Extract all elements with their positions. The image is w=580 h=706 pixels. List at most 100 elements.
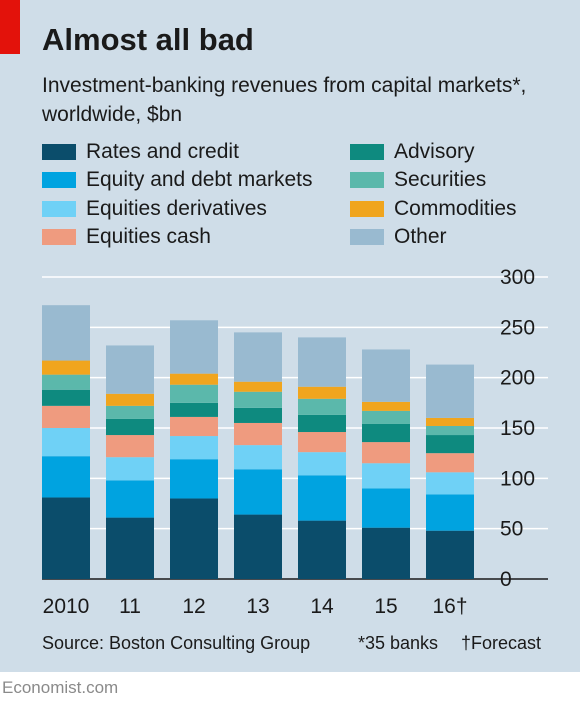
legend-item-advisory: Advisory bbox=[350, 139, 475, 165]
bar-segment-commodities bbox=[42, 360, 90, 375]
legend-swatch bbox=[350, 172, 384, 188]
bar-segment-securities bbox=[298, 398, 346, 415]
bar-segment-commodities bbox=[234, 381, 282, 392]
bar-segment-equity-and-debt-markets bbox=[426, 494, 474, 531]
x-tick-label: 2010 bbox=[43, 595, 90, 618]
bar-segment-advisory bbox=[298, 414, 346, 433]
legend-item-securities: Securities bbox=[350, 167, 486, 193]
bar-segment-advisory bbox=[170, 402, 218, 417]
bar-segment-equities-cash bbox=[426, 453, 474, 473]
bar-segment-other bbox=[362, 349, 410, 402]
legend-item-equities-derivatives: Equities derivatives bbox=[42, 196, 267, 222]
bar-segment-commodities bbox=[362, 401, 410, 411]
bar-segment-commodities bbox=[298, 386, 346, 399]
x-tick-label: 14 bbox=[310, 595, 334, 618]
bar-segment-equities-derivatives bbox=[170, 436, 218, 460]
bar-segment-other bbox=[426, 364, 474, 418]
bar-segment-equities-derivatives bbox=[106, 457, 154, 481]
legend-label: Securities bbox=[394, 168, 487, 191]
bar-segment-securities bbox=[170, 384, 218, 403]
legend-swatch bbox=[350, 144, 384, 160]
bar-segment-advisory bbox=[234, 407, 282, 423]
bar-segment-other bbox=[106, 345, 154, 394]
legend-label: Equities cash bbox=[86, 225, 211, 248]
legend-swatch bbox=[42, 201, 76, 217]
bar-segment-equity-and-debt-markets bbox=[170, 459, 218, 499]
bar-segment-rates-and-credit bbox=[42, 497, 90, 579]
bar-segment-rates-and-credit bbox=[298, 520, 346, 579]
bar-segment-rates-and-credit bbox=[234, 514, 282, 579]
legend-item-rates-and-credit: Rates and credit bbox=[42, 139, 239, 165]
legend-swatch bbox=[350, 201, 384, 217]
bar-segment-advisory bbox=[426, 435, 474, 454]
bar-segment-rates-and-credit bbox=[170, 498, 218, 579]
bar-segment-securities bbox=[42, 374, 90, 390]
legend-swatch bbox=[42, 144, 76, 160]
bar-segment-equities-derivatives bbox=[298, 452, 346, 476]
bar-segment-equity-and-debt-markets bbox=[42, 456, 90, 498]
bar-segment-equity-and-debt-markets bbox=[234, 469, 282, 515]
chart-panel bbox=[0, 0, 580, 672]
y-tick-label: 200 bbox=[500, 367, 535, 390]
legend-label: Advisory bbox=[394, 140, 475, 163]
source-note: Source: Boston Consulting Group bbox=[42, 633, 311, 653]
bar-segment-securities bbox=[106, 405, 154, 419]
y-tick-label: 50 bbox=[500, 518, 523, 541]
bar-segment-advisory bbox=[106, 418, 154, 436]
legend-label: Equity and debt markets bbox=[86, 168, 313, 191]
legend-swatch bbox=[42, 172, 76, 188]
legend-label: Rates and credit bbox=[86, 140, 239, 163]
chart-subtitle: Investment-banking revenues from capital… bbox=[42, 74, 527, 126]
bar-segment-equity-and-debt-markets bbox=[298, 475, 346, 521]
legend-label: Commodities bbox=[394, 197, 517, 220]
bar-segment-equity-and-debt-markets bbox=[106, 480, 154, 518]
chart-title: Almost all bad bbox=[42, 22, 254, 57]
bar-segment-equities-cash bbox=[298, 432, 346, 453]
x-tick-label: 16† bbox=[432, 595, 467, 618]
bar-segment-securities bbox=[362, 410, 410, 424]
economist-logo-text: Economist.com bbox=[2, 678, 119, 697]
footnote-banks: *35 banks bbox=[358, 633, 439, 653]
bar-segment-equities-derivatives bbox=[234, 445, 282, 470]
bar-segment-advisory bbox=[362, 423, 410, 443]
bar-segment-commodities bbox=[170, 373, 218, 385]
legend-label: Equities derivatives bbox=[86, 197, 267, 220]
x-tick-label: 11 bbox=[119, 595, 141, 618]
bar-segment-equities-derivatives bbox=[426, 472, 474, 495]
bar-segment-equities-cash bbox=[234, 422, 282, 446]
legend-swatch bbox=[42, 229, 76, 245]
bar-segment-equities-derivatives bbox=[42, 428, 90, 457]
legend-item-other: Other bbox=[350, 224, 447, 250]
legend-item-equity-and-debt-markets: Equity and debt markets bbox=[42, 167, 312, 193]
bar-segment-equities-cash bbox=[362, 442, 410, 464]
bar-segment-advisory bbox=[42, 389, 90, 406]
y-tick-label: 100 bbox=[500, 467, 535, 490]
footnote-forecast: †Forecast bbox=[461, 633, 542, 653]
bar-segment-securities bbox=[234, 391, 282, 408]
bar-segment-securities bbox=[426, 425, 474, 436]
bar-segment-commodities bbox=[106, 393, 154, 406]
y-tick-label: 0 bbox=[500, 568, 512, 591]
y-tick-label: 150 bbox=[500, 417, 535, 440]
bar-segment-rates-and-credit bbox=[426, 530, 474, 579]
bar-segment-rates-and-credit bbox=[362, 527, 410, 579]
bar-segment-commodities bbox=[426, 417, 474, 426]
bar-segment-equities-cash bbox=[42, 405, 90, 428]
legend-item-commodities: Commodities bbox=[350, 196, 517, 222]
legend-swatch bbox=[350, 229, 384, 245]
y-tick-label: 300 bbox=[500, 266, 535, 289]
brand-red-tag bbox=[0, 0, 20, 54]
bar-segment-equity-and-debt-markets bbox=[362, 488, 410, 528]
legend-item-equities-cash: Equities cash bbox=[42, 224, 211, 250]
x-tick-label: 13 bbox=[246, 595, 269, 618]
bar-segment-equities-cash bbox=[170, 416, 218, 437]
stacked-bar-chart: 0 50 100 150 200 250 300 2010 11 12 13 14 15 16† bbox=[42, 266, 548, 618]
bar-segment-other bbox=[170, 320, 218, 374]
bar-segment-other bbox=[42, 305, 90, 361]
bar-segment-rates-and-credit bbox=[106, 517, 154, 579]
y-tick-label: 250 bbox=[500, 316, 535, 339]
bar-segment-other bbox=[298, 337, 346, 387]
bar-segment-equities-cash bbox=[106, 435, 154, 458]
legend-label: Other bbox=[394, 225, 447, 248]
x-tick-label: 15 bbox=[374, 595, 397, 618]
